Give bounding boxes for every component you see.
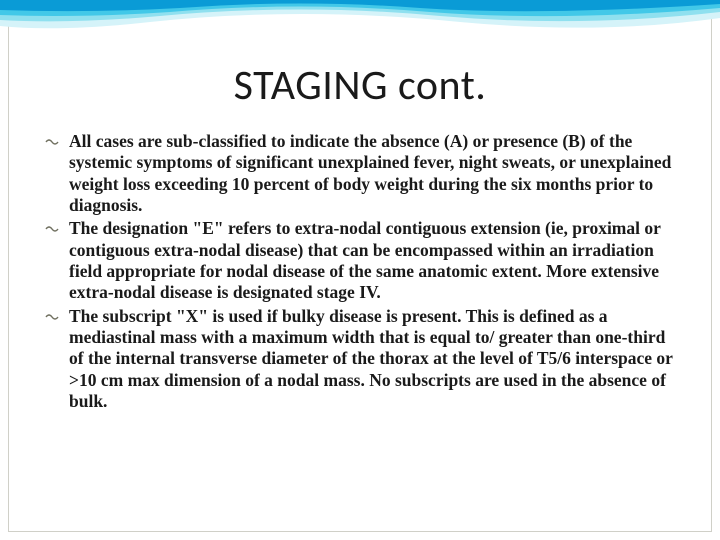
- bullet-item: The designation "E" refers to extra-noda…: [45, 218, 675, 303]
- slide-content: STAGING cont. All cases are sub-classifi…: [45, 60, 675, 414]
- bullet-list: All cases are sub-classified to indicate…: [45, 131, 675, 412]
- bullet-item: The subscript "X" is used if bulky disea…: [45, 306, 675, 413]
- bullet-item: All cases are sub-classified to indicate…: [45, 131, 675, 216]
- slide-title: STAGING cont.: [45, 60, 675, 111]
- decorative-wave-top: [0, 0, 720, 45]
